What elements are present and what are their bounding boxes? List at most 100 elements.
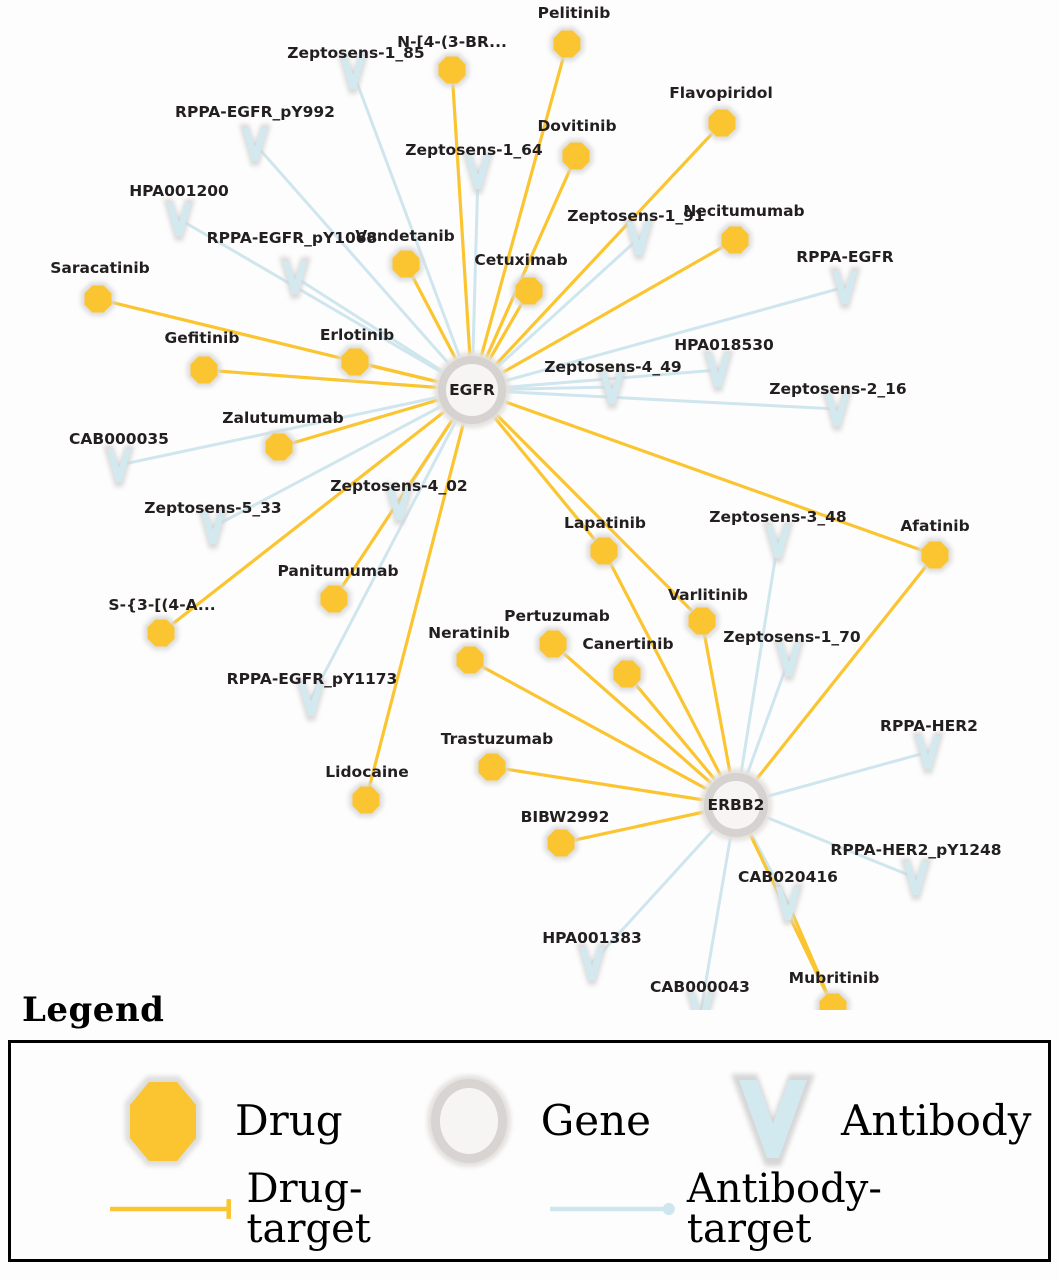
legend: Legend Drug Gene bbox=[8, 990, 1051, 1262]
antibody-node-label: HPA001383 bbox=[542, 929, 642, 947]
drug-node[interactable] bbox=[338, 345, 372, 379]
drug-node[interactable] bbox=[144, 616, 178, 650]
antibody-node[interactable] bbox=[900, 858, 932, 900]
circle-gene-icon bbox=[426, 1075, 511, 1167]
edge-drug-target bbox=[450, 68, 474, 392]
antibody-node[interactable] bbox=[462, 152, 494, 194]
antibody-node-label: Zeptosens-5_33 bbox=[144, 499, 281, 517]
drug-node[interactable] bbox=[816, 990, 850, 1010]
antibody-node-label: CAB000043 bbox=[650, 978, 750, 996]
drug-node-label: Erlotinib bbox=[320, 326, 394, 344]
drug-node[interactable] bbox=[187, 353, 221, 387]
drug-node[interactable] bbox=[550, 27, 584, 61]
antibody-node[interactable] bbox=[762, 521, 794, 563]
drug-node[interactable] bbox=[317, 582, 351, 616]
drug-node[interactable] bbox=[544, 826, 578, 860]
edge-drug-target bbox=[364, 388, 474, 802]
drug-node-label: Panitumumab bbox=[277, 562, 398, 580]
drug-node-label: Afatinib bbox=[900, 517, 969, 535]
drug-node-shape bbox=[392, 250, 420, 278]
legend-label-gene: Gene bbox=[540, 1096, 651, 1145]
antibody-node-shape bbox=[777, 643, 801, 676]
antibody-node[interactable] bbox=[829, 267, 861, 309]
antibody-node[interactable] bbox=[576, 943, 608, 985]
antibody-node[interactable] bbox=[383, 483, 415, 525]
drug-node[interactable] bbox=[587, 534, 621, 568]
edge-drug-target bbox=[470, 121, 724, 392]
antibody-node-shape bbox=[689, 994, 713, 1010]
antibody-node-shape bbox=[387, 487, 411, 520]
drug-node-label: Neratinib bbox=[428, 624, 510, 642]
gene-node[interactable] bbox=[434, 352, 510, 428]
legend-item-drug: Drug bbox=[103, 1062, 343, 1180]
drug-node-shape bbox=[547, 829, 575, 857]
drug-node[interactable] bbox=[81, 282, 115, 316]
drug-node-shape bbox=[688, 607, 716, 635]
antibody-node-shape bbox=[466, 156, 490, 189]
antibody-node[interactable] bbox=[103, 445, 135, 487]
drug-node-shape bbox=[921, 541, 949, 569]
legend-label-drug: Drug bbox=[235, 1096, 343, 1145]
antibody-node[interactable] bbox=[295, 679, 327, 721]
antibody-node-shape bbox=[580, 947, 604, 980]
drug-node[interactable] bbox=[718, 223, 752, 257]
drug-node-shape bbox=[613, 660, 641, 688]
antibody-node[interactable] bbox=[623, 218, 655, 260]
drug-node[interactable] bbox=[610, 657, 644, 691]
antibody-node-shape bbox=[167, 203, 191, 236]
labels-layer: EGFR ERBB2 N-[4-(3-BR... Pelitinib Flavopiri… bbox=[50, 4, 1001, 996]
drug-node-shape bbox=[539, 630, 567, 658]
edge-drug-target bbox=[468, 658, 738, 807]
drug-node[interactable] bbox=[536, 627, 570, 661]
antibody-node-label: Zeptosens-2_16 bbox=[769, 380, 906, 398]
antibody-node[interactable] bbox=[912, 732, 944, 774]
antibody-node[interactable] bbox=[197, 507, 229, 549]
antibody-node-shape bbox=[766, 525, 790, 558]
edge-antibody-target bbox=[470, 368, 720, 392]
antibody-node[interactable] bbox=[773, 639, 805, 681]
antibody-node[interactable] bbox=[239, 124, 271, 166]
drug-node-label: Zalutumumab bbox=[222, 409, 343, 427]
antibody-node[interactable] bbox=[685, 990, 717, 1010]
gene-node[interactable] bbox=[700, 769, 772, 841]
edge-antibody-target bbox=[470, 388, 839, 411]
antibody-node-shape bbox=[107, 449, 131, 482]
drug-node[interactable] bbox=[349, 783, 383, 817]
drug-node[interactable] bbox=[475, 750, 509, 784]
drug-node[interactable] bbox=[435, 53, 469, 87]
edge-antibody-target bbox=[734, 539, 780, 807]
drug-node[interactable] bbox=[389, 247, 423, 281]
edge-drug-target bbox=[470, 388, 704, 623]
drug-node[interactable] bbox=[262, 430, 296, 464]
antibody-node-label: HPA018530 bbox=[674, 336, 774, 354]
legend-label-antibody-target: Antibody-target bbox=[686, 1166, 882, 1252]
edge-drug-target bbox=[202, 368, 474, 392]
antibody-node[interactable] bbox=[821, 389, 853, 431]
drug-node-label: Lidocaine bbox=[325, 763, 408, 781]
drug-node-label: Pertuzumab bbox=[504, 607, 610, 625]
edge-drug-target bbox=[551, 642, 738, 807]
antibody-node-shape bbox=[341, 56, 365, 89]
legend-item-gene: Gene bbox=[409, 1062, 651, 1180]
drug-node-shape bbox=[515, 277, 543, 305]
antibody-node[interactable] bbox=[337, 52, 369, 94]
drug-node[interactable] bbox=[559, 139, 593, 173]
drug-node-label: Gefitinib bbox=[165, 329, 240, 347]
antibody-node[interactable] bbox=[279, 257, 311, 299]
drug-node[interactable] bbox=[453, 643, 487, 677]
antibody-node[interactable] bbox=[772, 883, 804, 925]
antibody-node[interactable] bbox=[596, 367, 628, 409]
gene-node-label: ERBB2 bbox=[708, 796, 765, 814]
drug-node-shape bbox=[478, 753, 506, 781]
drug-node[interactable] bbox=[705, 106, 739, 140]
drug-node[interactable] bbox=[685, 604, 719, 638]
antibody-node[interactable] bbox=[702, 350, 734, 392]
antibody-node-label: RPPA-HER2_pY1248 bbox=[830, 841, 1001, 859]
legend-box: Drug Gene Antibody bbox=[8, 1040, 1051, 1262]
drug-node-shape bbox=[721, 226, 749, 254]
drug-node[interactable] bbox=[512, 274, 546, 308]
drug-node[interactable] bbox=[918, 538, 952, 572]
legend-label-drug-target: Drug-target bbox=[246, 1166, 371, 1252]
antibody-node[interactable] bbox=[163, 199, 195, 241]
antibody-node-shape bbox=[706, 354, 730, 387]
